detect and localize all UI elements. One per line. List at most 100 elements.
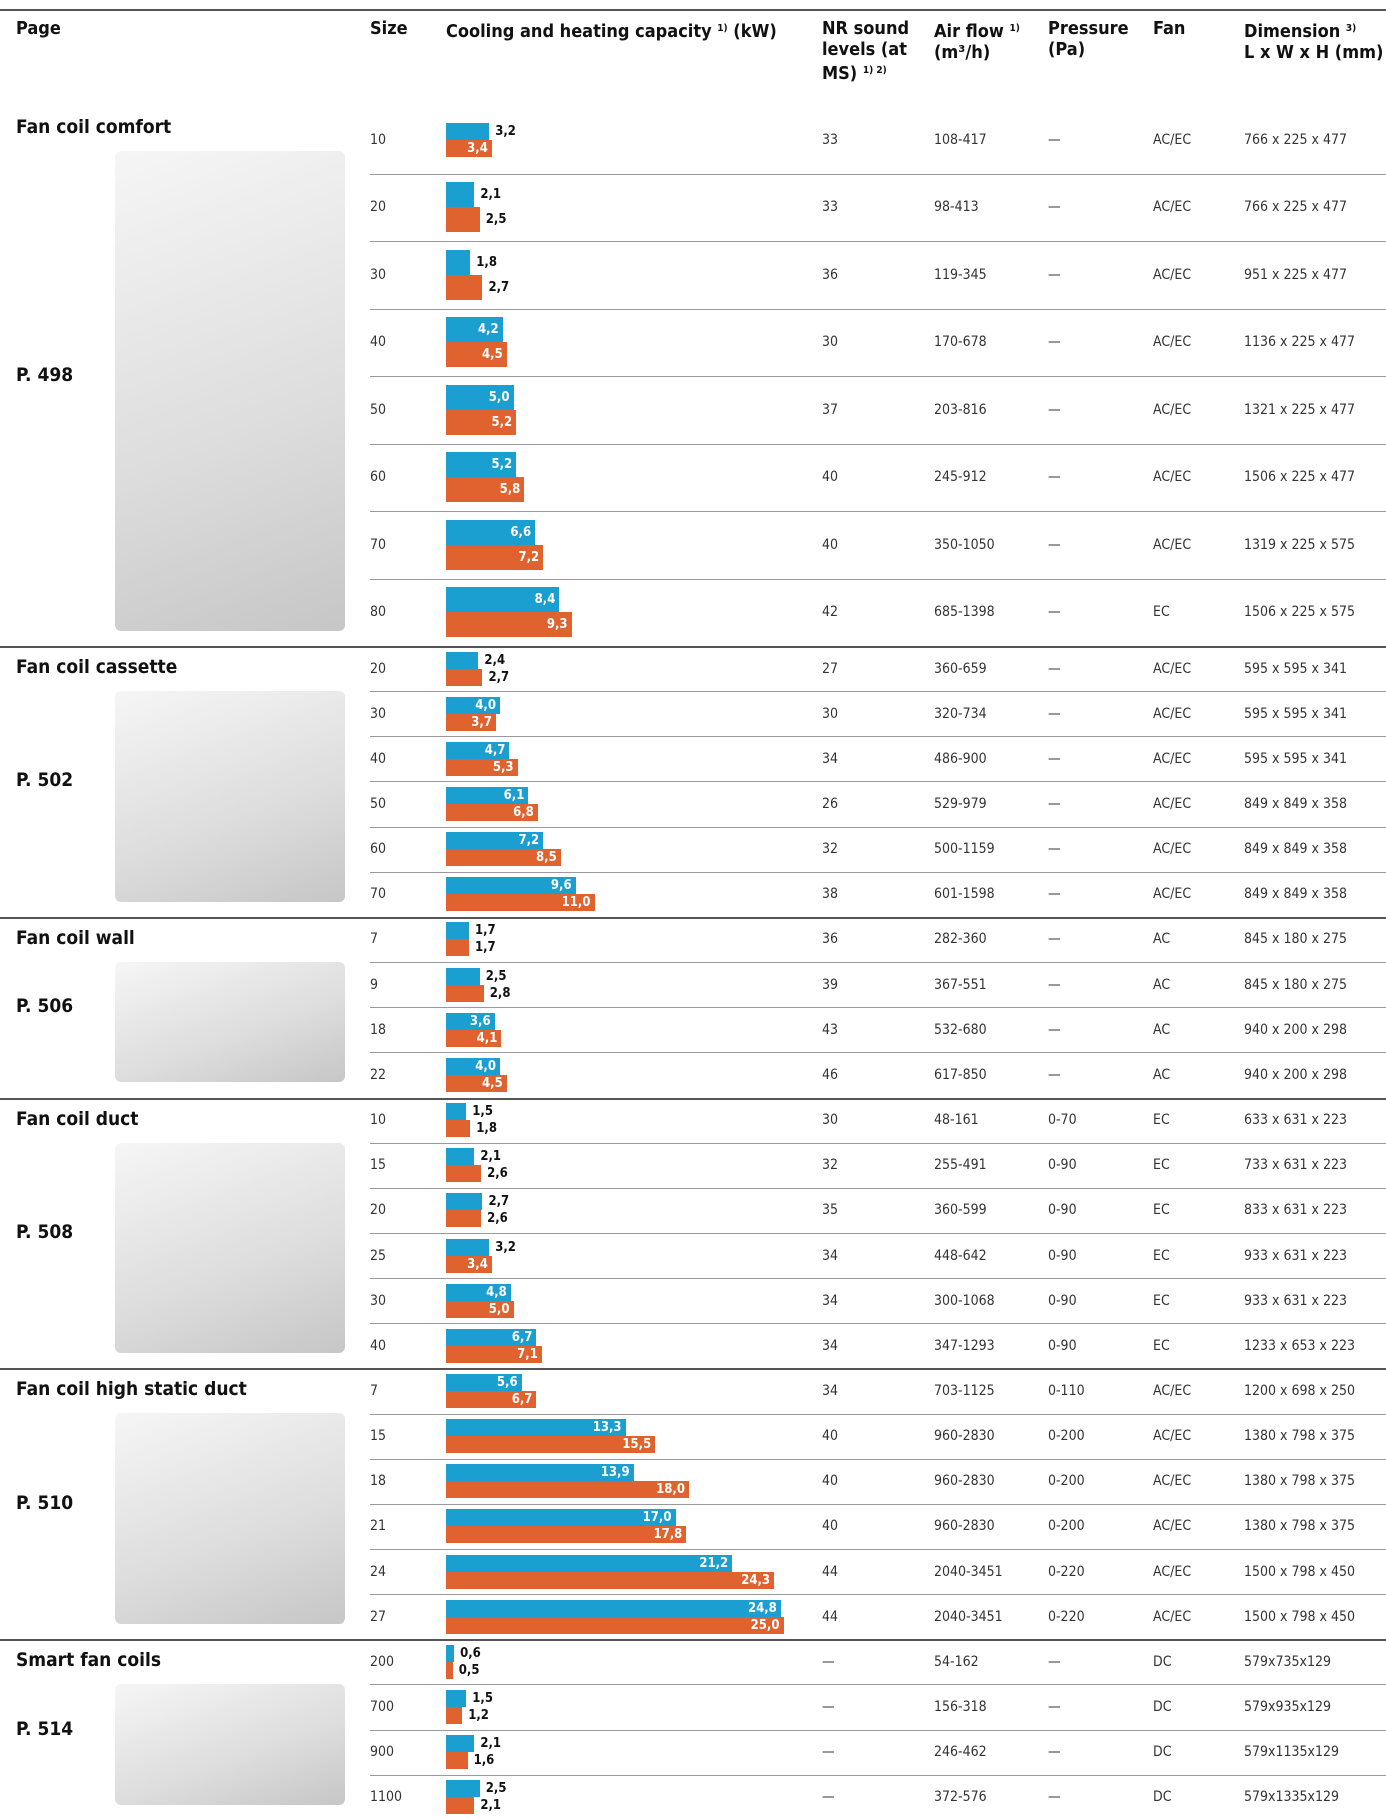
header-text: Air flow xyxy=(934,21,1004,42)
cell-airflow: 108-417 xyxy=(934,131,987,148)
cell-fan: AC/EC xyxy=(1153,536,1192,553)
cell-airflow: 347-1293 xyxy=(934,1337,995,1354)
cell-nr: 30 xyxy=(822,1112,839,1129)
bar-heating xyxy=(446,139,492,157)
cell-airflow: 360-659 xyxy=(934,660,987,677)
row-rule xyxy=(370,691,1386,693)
bar-label: 4,0 xyxy=(475,697,496,713)
cell-size: 22 xyxy=(370,1066,387,1083)
product-image xyxy=(115,1684,345,1805)
bar-cooling xyxy=(446,1419,626,1437)
bar-label: 6,1 xyxy=(503,788,525,804)
bar-label: 4,2 xyxy=(477,322,499,338)
cell-size: 9 xyxy=(370,976,379,993)
cell-pressure: — xyxy=(1048,1066,1061,1083)
cell-dimension: 833 x 631 x 223 xyxy=(1244,1202,1348,1219)
bar-label: 5,2 xyxy=(491,457,513,473)
cell-fan: DC xyxy=(1153,1699,1172,1716)
cell-nr: 30 xyxy=(822,334,839,351)
cell-fan: AC/EC xyxy=(1153,1608,1192,1625)
cell-size: 10 xyxy=(370,131,387,148)
bar-label: 8,4 xyxy=(534,592,556,608)
bar-cooling xyxy=(446,922,469,940)
row-rule xyxy=(370,962,1386,964)
cell-size: 40 xyxy=(370,750,387,767)
cell-pressure: — xyxy=(1048,1699,1061,1716)
cell-nr: 33 xyxy=(822,199,839,216)
bar-heating xyxy=(446,1210,482,1228)
cell-pressure: — xyxy=(1048,931,1061,948)
bar-heating xyxy=(446,1481,689,1499)
cell-fan: EC xyxy=(1153,1157,1170,1174)
cell-nr: 34 xyxy=(822,1382,839,1399)
cell-size: 80 xyxy=(370,604,387,621)
bar-cooling xyxy=(446,877,576,895)
cell-size: 900 xyxy=(370,1744,395,1761)
cell-airflow: 529-979 xyxy=(934,796,987,813)
bar-label: 2,1 xyxy=(480,1798,502,1814)
cell-size: 40 xyxy=(370,334,387,351)
cell-airflow: 119-345 xyxy=(934,266,987,283)
bar-label: 1,8 xyxy=(476,1121,498,1137)
bar-heating xyxy=(446,1707,463,1725)
cell-size: 40 xyxy=(370,1337,387,1354)
row-rule xyxy=(370,376,1386,377)
group-rule xyxy=(0,1639,1386,1642)
cell-fan: EC xyxy=(1153,1292,1170,1309)
cell-airflow: 372-576 xyxy=(934,1789,987,1806)
cell-pressure: 0-90 xyxy=(1048,1202,1077,1219)
header-unit: (kW) xyxy=(733,21,777,42)
bar-label: 8,5 xyxy=(536,850,557,866)
cell-airflow: 245-912 xyxy=(934,469,987,486)
cell-airflow: 601-1598 xyxy=(934,886,995,903)
cell-dimension: 595 x 595 x 341 xyxy=(1244,705,1348,722)
cell-size: 20 xyxy=(370,1202,387,1219)
cell-nr: 36 xyxy=(822,266,839,283)
cell-pressure: — xyxy=(1048,604,1061,621)
bar-heating xyxy=(446,1345,542,1363)
group-rule xyxy=(0,1097,1386,1100)
cell-size: 24 xyxy=(370,1563,387,1580)
bar-heating xyxy=(446,804,538,822)
row-rule xyxy=(370,1413,1386,1415)
bar-label: 2,5 xyxy=(485,212,507,228)
group-title: Fan coil duct xyxy=(16,1107,139,1130)
cell-fan: AC/EC xyxy=(1153,841,1192,858)
cell-fan: DC xyxy=(1153,1744,1172,1761)
bar-heating xyxy=(446,342,507,368)
cell-fan: AC/EC xyxy=(1153,1473,1192,1490)
cell-nr: — xyxy=(822,1789,835,1806)
bar-cooling xyxy=(446,1238,490,1256)
cell-dimension: 1136 x 225 x 477 xyxy=(1244,334,1356,351)
bar-label: 6,7 xyxy=(511,1391,533,1407)
cell-pressure: — xyxy=(1048,796,1061,813)
cell-dimension: 579x1335x129 xyxy=(1244,1789,1340,1806)
cell-fan: AC/EC xyxy=(1153,705,1192,722)
cell-airflow: 170-678 xyxy=(934,334,987,351)
cell-airflow: 360-599 xyxy=(934,1202,987,1219)
bar-heating xyxy=(446,409,517,435)
cell-nr: 40 xyxy=(822,1518,839,1535)
bar-cooling xyxy=(446,249,471,275)
bar-label: 2,4 xyxy=(484,652,506,668)
bar-label: 1,7 xyxy=(474,923,496,939)
header-footnote: 1) xyxy=(717,23,728,34)
row-rule xyxy=(370,736,1386,738)
cell-fan: AC/EC xyxy=(1153,469,1192,486)
row-rule xyxy=(370,1458,1386,1460)
row-rule xyxy=(370,308,1386,310)
cell-dimension: 595 x 595 x 341 xyxy=(1244,750,1348,767)
bar-heating xyxy=(446,984,484,1002)
cell-size: 700 xyxy=(370,1699,395,1716)
bar-cooling xyxy=(446,1328,537,1346)
header-cell: NR sound levels (at MS) 1) 2) xyxy=(822,18,930,84)
bar-label: 6,7 xyxy=(511,1329,533,1345)
group-title: Fan coil comfort xyxy=(16,116,172,138)
cell-fan: AC/EC xyxy=(1153,886,1192,903)
bar-cooling xyxy=(446,587,560,613)
cell-airflow: 320-734 xyxy=(934,705,987,722)
bar-cooling xyxy=(446,696,500,714)
bar-heating xyxy=(446,1571,775,1589)
cell-size: 15 xyxy=(370,1157,387,1174)
cell-nr: 44 xyxy=(822,1563,839,1580)
